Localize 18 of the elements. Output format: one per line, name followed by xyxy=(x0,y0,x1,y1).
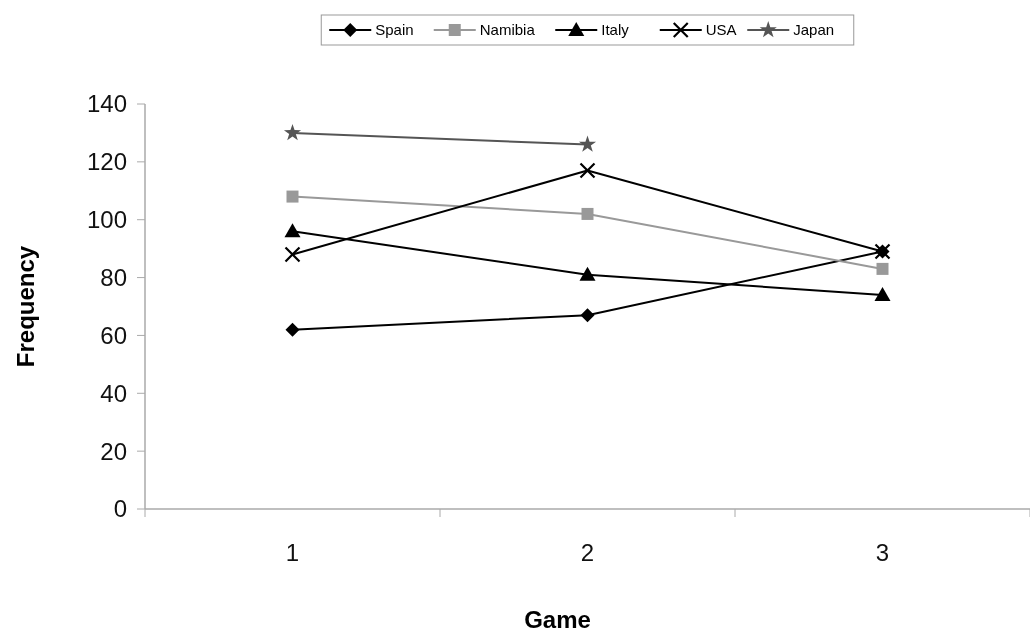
legend-label: USA xyxy=(705,21,737,39)
y-tick-label: 20 xyxy=(100,437,127,465)
y-tick-label: 80 xyxy=(100,263,127,291)
y-axis-title: Frequency xyxy=(12,245,39,368)
legend-label: Japan xyxy=(793,21,835,39)
x-tick-label: 1 xyxy=(285,539,300,566)
y-tick-label: 60 xyxy=(100,321,127,349)
legend-label: Italy xyxy=(601,21,630,39)
y-tick-label: 120 xyxy=(86,148,127,176)
y-tick-label: 0 xyxy=(113,495,127,523)
x-axis-title: Game xyxy=(524,606,591,633)
y-tick-label: 100 xyxy=(86,206,127,234)
y-tick-label: 140 xyxy=(86,90,127,118)
x-tick-label: 3 xyxy=(875,539,890,566)
legend-label: Namibia xyxy=(479,21,536,39)
y-tick-label: 40 xyxy=(100,379,127,407)
x-tick-label: 2 xyxy=(580,539,595,566)
legend-label: Spain xyxy=(375,21,414,39)
